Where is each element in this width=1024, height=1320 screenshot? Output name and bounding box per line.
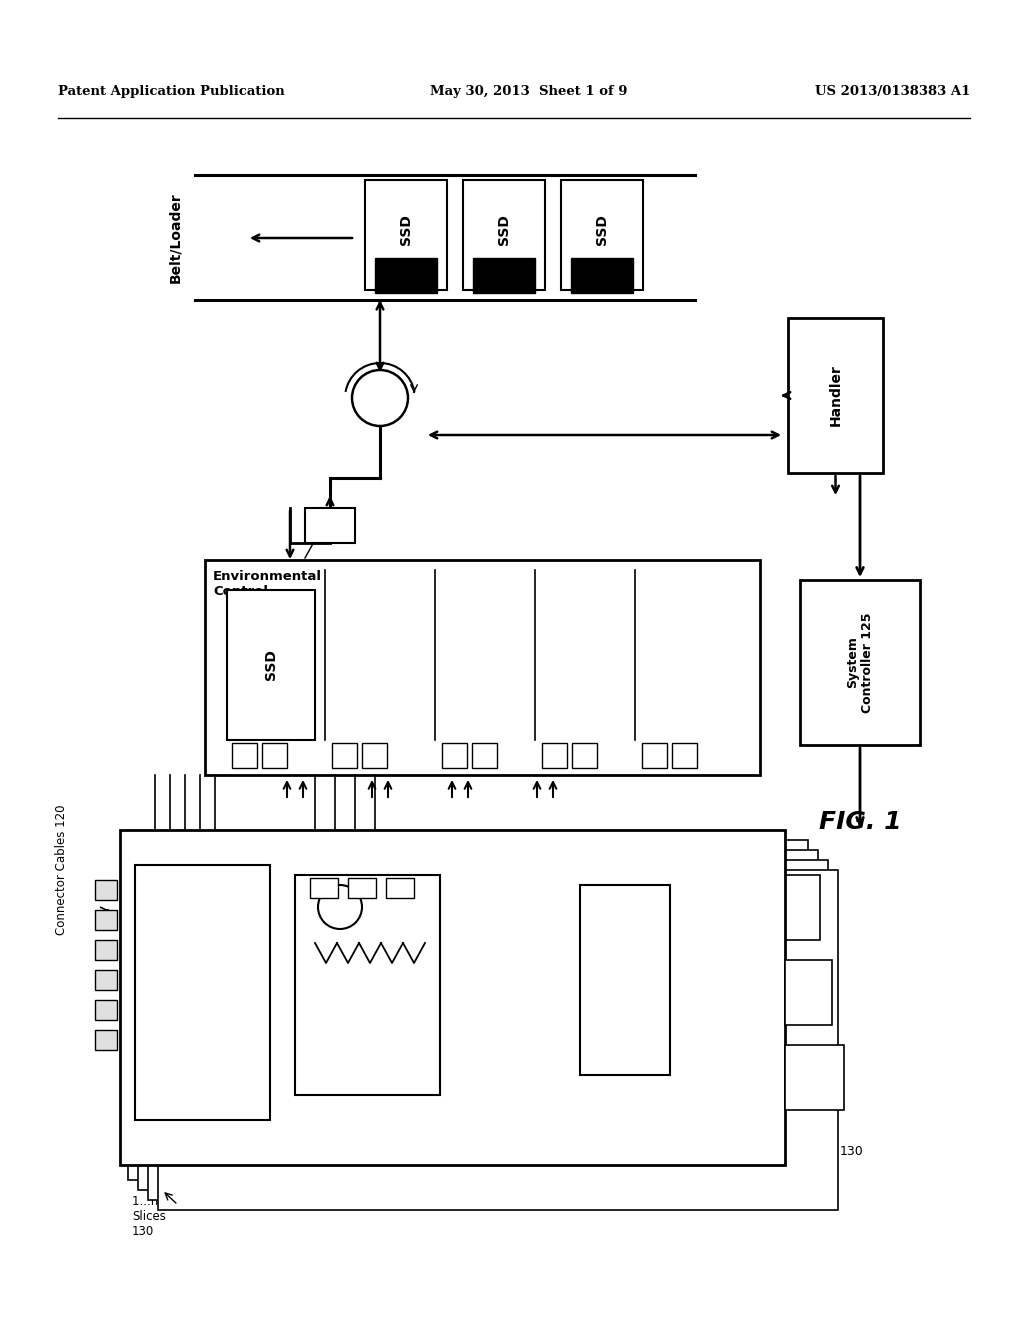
Bar: [365, 180, 447, 290]
Bar: [262, 743, 287, 768]
Bar: [95, 1001, 117, 1020]
Bar: [205, 560, 760, 775]
Bar: [95, 880, 117, 900]
Bar: [785, 1045, 844, 1110]
Text: System
Controller 125: System Controller 125: [846, 612, 874, 713]
Text: Host Bus Adapter
(HBA) card
with 4 ports: Host Bus Adapter (HBA) card with 4 ports: [322, 989, 413, 1022]
Bar: [785, 875, 820, 940]
Text: Handler: Handler: [828, 364, 843, 426]
Bar: [232, 743, 257, 768]
Bar: [135, 865, 270, 1119]
Text: Belt/Loader: Belt/Loader: [168, 193, 182, 282]
Bar: [800, 579, 920, 744]
Text: SSD: SSD: [264, 649, 278, 680]
Bar: [473, 257, 535, 293]
Text: May 30, 2013  Sheet 1 of 9: May 30, 2013 Sheet 1 of 9: [430, 84, 628, 98]
Bar: [571, 257, 633, 293]
Bar: [375, 257, 437, 293]
Bar: [788, 318, 883, 473]
Bar: [138, 850, 818, 1191]
Text: 1...n tester
Slices
130: 1...n tester Slices 130: [132, 1195, 198, 1238]
Bar: [148, 861, 828, 1200]
Bar: [95, 970, 117, 990]
Bar: [362, 743, 387, 768]
Text: SSD Power Supply: SSD Power Supply: [196, 932, 209, 1053]
Text: high speed
interface
(e.g. PCIe): high speed interface (e.g. PCIe): [452, 953, 510, 986]
Bar: [227, 590, 315, 741]
Text: SSD: SSD: [595, 215, 609, 246]
Text: 100: 100: [507, 855, 530, 869]
Bar: [158, 870, 838, 1210]
Text: 110: 110: [305, 1175, 329, 1188]
Bar: [332, 743, 357, 768]
Bar: [310, 878, 338, 898]
Bar: [542, 743, 567, 768]
Bar: [95, 909, 117, 931]
Text: 130: 130: [840, 1144, 864, 1158]
Text: Connector Cables 120: Connector Cables 120: [55, 805, 68, 936]
Text: SSD: SSD: [497, 215, 511, 246]
Text: CPU: CPU: [617, 962, 633, 998]
Bar: [580, 884, 670, 1074]
Bar: [785, 960, 831, 1026]
Bar: [472, 743, 497, 768]
Bar: [561, 180, 643, 290]
Text: US 2013/0138383 A1: US 2013/0138383 A1: [815, 84, 970, 98]
Text: Environmental
Control: Environmental Control: [213, 570, 322, 598]
Bar: [95, 1030, 117, 1049]
Text: SSD: SSD: [399, 215, 413, 246]
Bar: [442, 743, 467, 768]
Bar: [95, 940, 117, 960]
Text: PC motherboard: PC motherboard: [395, 1137, 510, 1150]
Text: Patent Application Publication: Patent Application Publication: [58, 84, 285, 98]
Bar: [463, 180, 545, 290]
Text: 115: 115: [319, 529, 344, 543]
Text: FIG. 1: FIG. 1: [819, 810, 901, 834]
Bar: [642, 743, 667, 768]
Bar: [386, 878, 414, 898]
Bar: [348, 878, 376, 898]
Bar: [572, 743, 597, 768]
Text: 105: 105: [387, 1175, 412, 1188]
Bar: [128, 840, 808, 1180]
Bar: [120, 830, 785, 1166]
Bar: [672, 743, 697, 768]
Bar: [295, 875, 440, 1096]
Bar: [305, 508, 355, 543]
